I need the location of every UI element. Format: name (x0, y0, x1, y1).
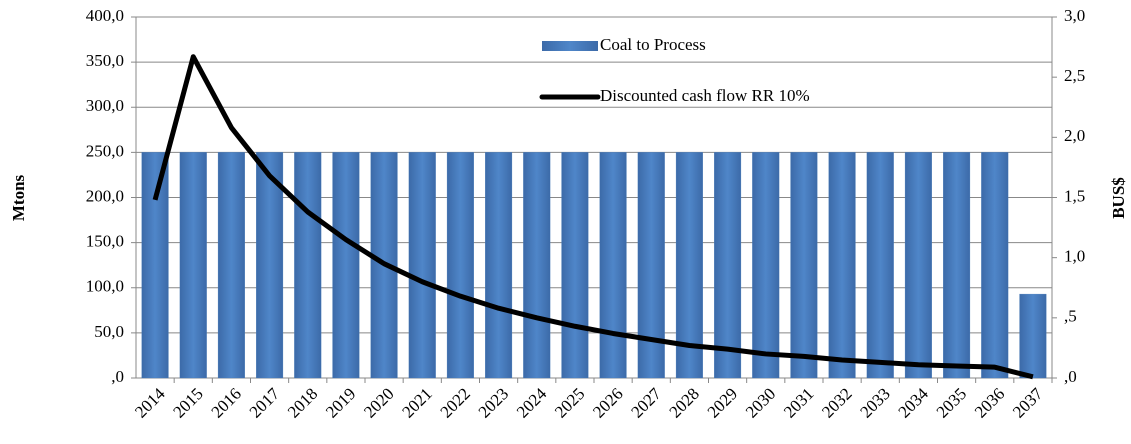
bar (866, 152, 894, 379)
y-tick-label: ,0 (111, 367, 124, 386)
bar (446, 152, 474, 379)
x-tick-label: 2029 (704, 384, 741, 421)
y-tick-label: 400,0 (86, 6, 124, 25)
x-tick-label: 2026 (589, 384, 626, 421)
y2-tick-label: 2,0 (1064, 126, 1085, 145)
bar (637, 152, 665, 379)
y2-tick-label: 1,0 (1064, 247, 1085, 266)
bar (904, 152, 932, 379)
x-tick-label: 2023 (475, 384, 512, 421)
y2-axis-title: BUS$ (1109, 177, 1128, 219)
x-tick-label: 2020 (360, 384, 397, 421)
bar (752, 152, 780, 379)
y-axis-title: Mtons (9, 174, 28, 221)
x-tick-label: 2024 (513, 384, 551, 422)
x-tick-label: 2037 (1009, 384, 1047, 422)
y2-tick-label: 1,5 (1064, 186, 1085, 205)
x-tick-label: 2015 (169, 384, 206, 421)
bar (828, 152, 856, 379)
x-tick-label: 2027 (627, 384, 665, 422)
y-tick-label: 300,0 (86, 96, 124, 115)
x-tick-label: 2021 (398, 384, 435, 421)
x-tick-label: 2035 (933, 384, 970, 421)
bar (523, 152, 551, 379)
y-tick-label: 100,0 (86, 277, 124, 296)
bar (294, 152, 322, 379)
bar (179, 152, 207, 379)
y-tick-label: 50,0 (94, 322, 124, 341)
bar (599, 152, 627, 379)
x-tick-label: 2031 (780, 384, 817, 421)
x-tick-label: 2025 (551, 384, 588, 421)
y-tick-label: 250,0 (86, 141, 124, 160)
legend-swatch (542, 41, 598, 51)
x-tick-label: 2018 (284, 384, 321, 421)
bar (675, 152, 703, 379)
x-tick-label: 2028 (666, 384, 703, 421)
bar (790, 152, 818, 379)
bar (141, 152, 169, 379)
legend-label: Coal to Process (600, 35, 706, 54)
bar (332, 152, 360, 379)
bar (256, 152, 284, 379)
x-tick-label: 2036 (971, 384, 1008, 421)
x-tick-label: 2032 (818, 384, 855, 421)
x-tick-label: 2019 (322, 384, 359, 421)
y2-tick-label: 2,5 (1064, 66, 1085, 85)
bar (943, 152, 971, 379)
line (152, 54, 1034, 380)
x-tick-label: 2034 (895, 384, 933, 422)
x-tick-label: 2022 (437, 384, 474, 421)
x-tick-label: 2016 (208, 384, 245, 421)
y-tick-label: 150,0 (86, 232, 124, 251)
bar (408, 152, 436, 379)
x-tick-label: 2030 (742, 384, 779, 421)
y2-tick-label: ,0 (1064, 367, 1077, 386)
y2-tick-label: 3,0 (1064, 6, 1085, 25)
bar (217, 152, 245, 379)
x-tick-label: 2017 (246, 384, 284, 422)
y-tick-label: 350,0 (86, 51, 124, 70)
bar (981, 152, 1009, 379)
y-tick-label: 200,0 (86, 186, 124, 205)
x-tick-label: 2033 (856, 384, 893, 421)
bar (714, 152, 742, 379)
y2-tick-label: ,5 (1064, 307, 1077, 326)
x-tick-label: 2014 (131, 384, 169, 422)
legend-label: Discounted cash flow RR 10% (600, 86, 810, 105)
bar (485, 152, 513, 379)
bar (561, 152, 589, 379)
bar (1019, 293, 1047, 379)
